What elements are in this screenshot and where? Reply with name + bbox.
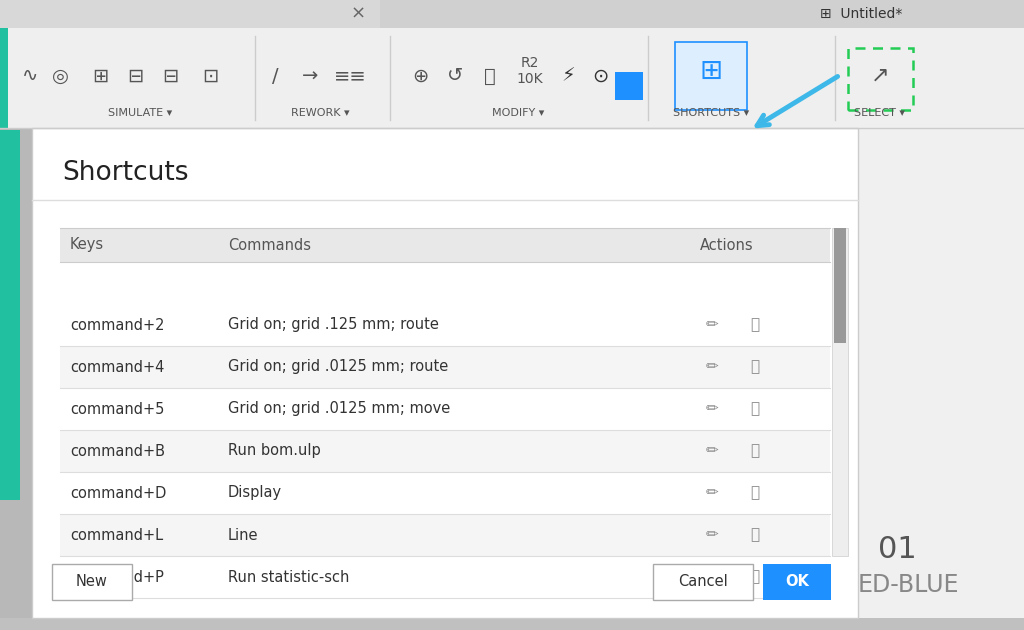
Text: Cancel: Cancel xyxy=(678,575,728,590)
Bar xyxy=(675,42,746,110)
Text: R2
10K: R2 10K xyxy=(517,56,544,86)
Text: ✏: ✏ xyxy=(706,570,719,585)
Text: 🗑: 🗑 xyxy=(751,401,760,416)
Text: SELECT ▾: SELECT ▾ xyxy=(854,108,905,118)
Text: OK: OK xyxy=(785,575,809,590)
Text: Display: Display xyxy=(228,486,283,500)
Text: SHORTCUTS ▾: SHORTCUTS ▾ xyxy=(673,108,750,118)
Text: ↺: ↺ xyxy=(446,67,463,86)
Bar xyxy=(831,228,848,556)
Text: MODIFY ▾: MODIFY ▾ xyxy=(492,108,544,118)
Text: REWORK ▾: REWORK ▾ xyxy=(291,108,349,118)
Text: ✏: ✏ xyxy=(706,486,719,500)
Text: 01: 01 xyxy=(878,536,916,564)
Bar xyxy=(858,128,1024,618)
Text: command+4: command+4 xyxy=(70,360,165,374)
Text: 🗑: 🗑 xyxy=(751,318,760,333)
Bar xyxy=(0,130,20,500)
Bar xyxy=(0,28,8,128)
Bar xyxy=(0,618,1024,630)
Bar xyxy=(60,514,830,556)
Text: Shortcuts: Shortcuts xyxy=(62,160,188,186)
Text: Actions: Actions xyxy=(700,238,754,253)
Bar xyxy=(0,28,1024,128)
Text: 🗑: 🗑 xyxy=(751,360,760,374)
Bar xyxy=(0,0,380,28)
Bar xyxy=(653,564,753,600)
Text: command+5: command+5 xyxy=(70,401,165,416)
Text: command+P: command+P xyxy=(70,570,164,585)
Text: command+D: command+D xyxy=(70,486,166,500)
Text: 🗑: 🗑 xyxy=(751,444,760,459)
Text: Run statistic-sch: Run statistic-sch xyxy=(228,570,349,585)
Text: ⊞: ⊞ xyxy=(92,67,109,86)
Bar xyxy=(52,564,132,600)
Text: /: / xyxy=(271,67,279,86)
Bar xyxy=(60,556,830,598)
Text: Commands: Commands xyxy=(228,238,311,253)
Text: ⊞: ⊞ xyxy=(699,57,723,85)
Text: Grid on; grid .0125 mm; route: Grid on; grid .0125 mm; route xyxy=(228,360,449,374)
Text: ×: × xyxy=(350,5,366,23)
Text: 🔧: 🔧 xyxy=(484,67,496,86)
Text: ⊙: ⊙ xyxy=(592,67,608,86)
Text: ⊕: ⊕ xyxy=(412,67,428,86)
Text: Run bom.ulp: Run bom.ulp xyxy=(228,444,321,459)
Text: ✏: ✏ xyxy=(706,401,719,416)
Text: ED-BLUE: ED-BLUE xyxy=(858,573,959,597)
Text: 🗑: 🗑 xyxy=(751,527,760,542)
Text: command+B: command+B xyxy=(70,444,165,459)
Text: ⊟: ⊟ xyxy=(162,67,178,86)
Text: ⚡: ⚡ xyxy=(561,67,574,86)
Text: command+L: command+L xyxy=(70,527,163,542)
Text: ✏: ✏ xyxy=(706,444,719,459)
Text: Keys: Keys xyxy=(70,238,104,253)
Bar xyxy=(763,564,831,600)
Text: 🗑: 🗑 xyxy=(751,486,760,500)
Bar xyxy=(60,388,830,430)
Bar xyxy=(60,228,830,262)
Bar xyxy=(60,472,830,514)
Bar xyxy=(615,72,643,100)
Text: Grid on; grid .0125 mm; move: Grid on; grid .0125 mm; move xyxy=(228,401,451,416)
Text: New: New xyxy=(76,575,108,590)
Text: ≡≡: ≡≡ xyxy=(334,67,367,86)
Text: ↗: ↗ xyxy=(870,66,889,86)
Bar xyxy=(60,346,830,388)
Text: 🗑: 🗑 xyxy=(751,570,760,585)
Text: Line: Line xyxy=(228,527,258,542)
Text: ✏: ✏ xyxy=(706,318,719,333)
Text: ✏: ✏ xyxy=(706,360,719,374)
Bar xyxy=(32,128,858,618)
Bar xyxy=(0,618,1024,630)
Text: Grid on; grid .125 mm; route: Grid on; grid .125 mm; route xyxy=(228,318,439,333)
Text: →: → xyxy=(302,67,318,86)
Bar xyxy=(0,0,1024,28)
Text: ⊟: ⊟ xyxy=(127,67,143,86)
Bar xyxy=(834,228,846,343)
Text: ✏: ✏ xyxy=(706,527,719,542)
Bar xyxy=(60,304,830,346)
Text: ◎: ◎ xyxy=(51,67,69,86)
Text: command+2: command+2 xyxy=(70,318,165,333)
Bar xyxy=(60,430,830,472)
Text: ∿: ∿ xyxy=(22,67,38,86)
Text: ⊞  Untitled*: ⊞ Untitled* xyxy=(820,7,902,21)
Text: ⊡: ⊡ xyxy=(202,67,218,86)
Text: SIMULATE ▾: SIMULATE ▾ xyxy=(108,108,172,118)
